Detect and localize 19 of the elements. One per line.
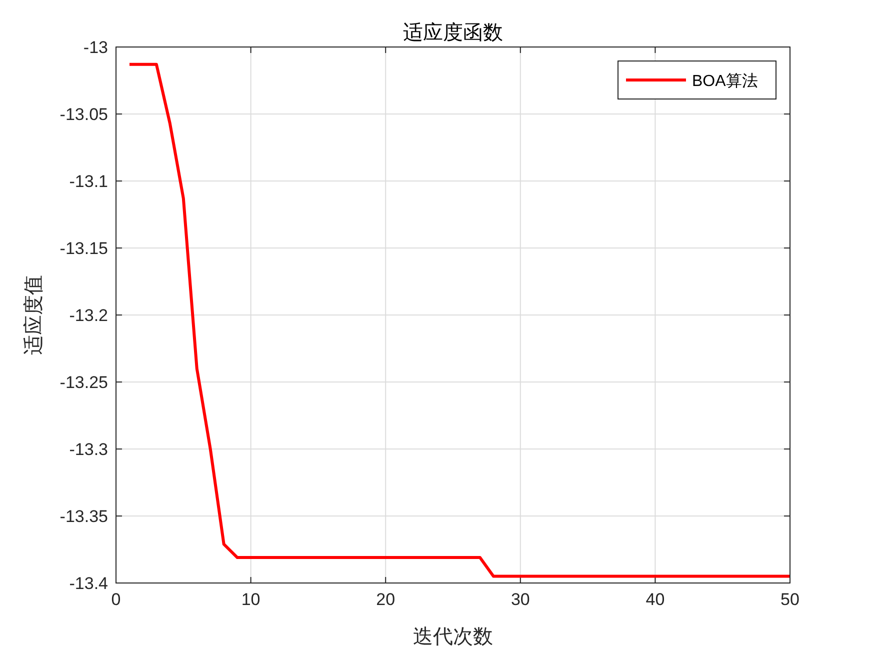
y-tick-label: -13.1 <box>69 172 108 191</box>
y-tick-label: -13.35 <box>60 507 108 526</box>
y-tick-label: -13.25 <box>60 373 108 392</box>
x-tick-label: 50 <box>780 590 800 609</box>
x-tick-label: 40 <box>646 590 665 609</box>
x-tick-label: 30 <box>510 590 530 609</box>
y-tick-label: -13.05 <box>60 105 108 124</box>
x-tick-label: 10 <box>241 590 260 609</box>
y-axis-title: 适应度值 <box>23 275 45 355</box>
chart-title: 适应度函数 <box>403 22 503 44</box>
y-tick-label: -13.15 <box>60 239 108 258</box>
y-tick-label: -13.4 <box>69 574 108 593</box>
x-tick-label: 0 <box>111 590 121 609</box>
x-axis-title: 迭代次数 <box>413 626 493 648</box>
y-tick-label: -13.3 <box>69 440 108 459</box>
y-tick-label: -13 <box>83 38 108 57</box>
legend-label: BOA算法 <box>692 72 758 90</box>
x-tick-label: 20 <box>376 590 396 609</box>
y-tick-label: -13.2 <box>69 306 108 325</box>
